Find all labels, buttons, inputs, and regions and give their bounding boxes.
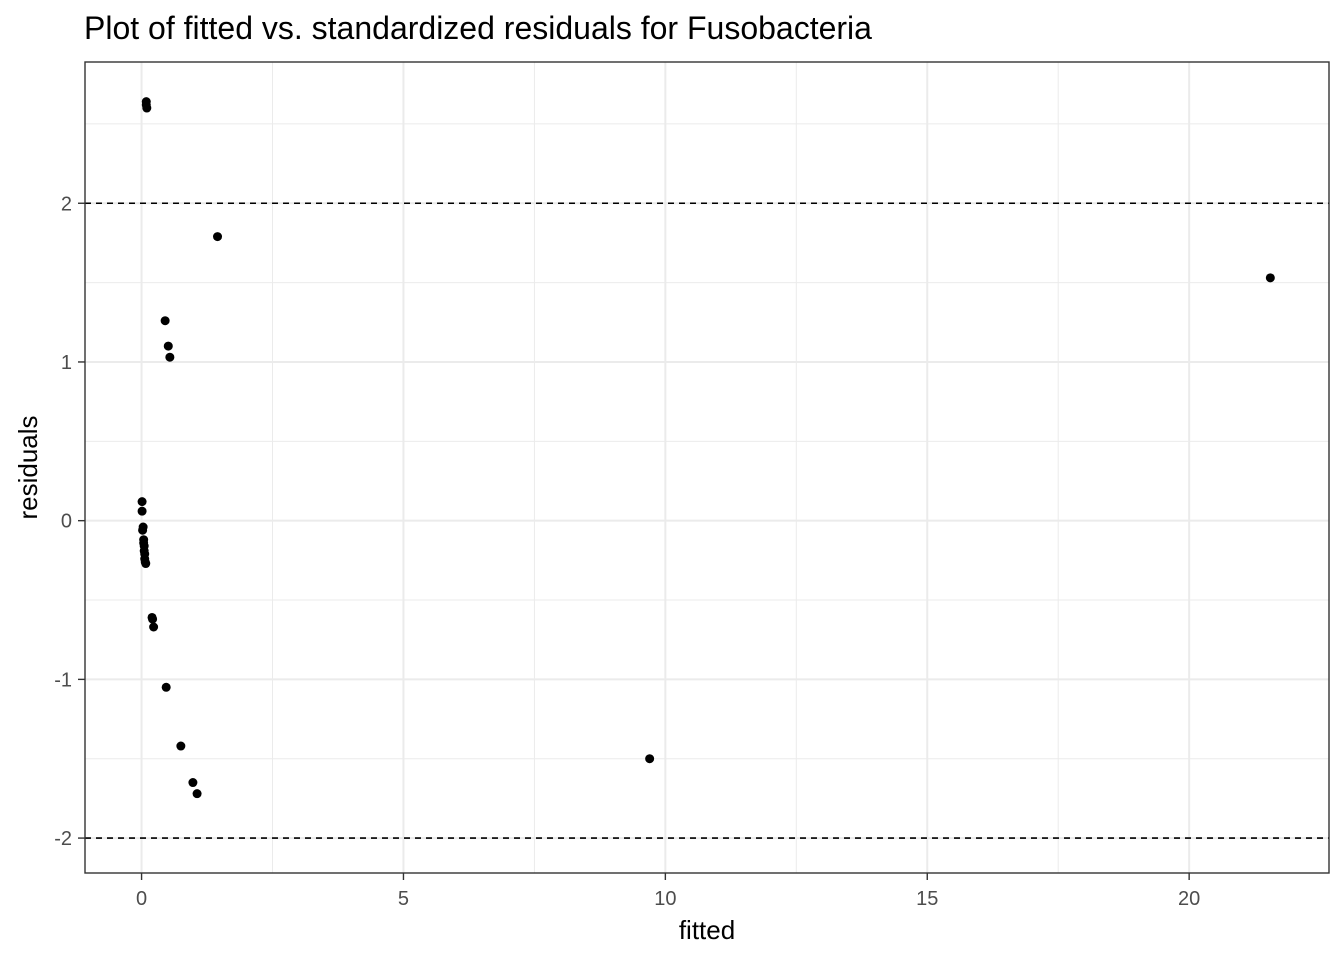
data-point bbox=[148, 614, 158, 624]
x-axis-title: fitted bbox=[679, 915, 735, 945]
grid-lines bbox=[85, 62, 1329, 873]
x-tick-label: 5 bbox=[398, 888, 409, 910]
data-point bbox=[142, 103, 152, 113]
chart-title: Plot of fitted vs. standardized residual… bbox=[84, 10, 872, 46]
y-tick-label: -1 bbox=[54, 669, 72, 691]
data-point bbox=[149, 622, 159, 632]
y-axis-ticks: -2 -1 0 1 2 bbox=[54, 193, 85, 850]
y-tick-label: -2 bbox=[54, 828, 72, 850]
data-point bbox=[141, 559, 151, 569]
x-tick-label: 0 bbox=[136, 888, 147, 910]
data-point bbox=[188, 778, 198, 788]
data-point bbox=[192, 789, 202, 799]
data-point bbox=[1265, 273, 1275, 283]
data-point bbox=[645, 754, 655, 764]
reference-lines bbox=[85, 202, 1329, 839]
data-point bbox=[165, 352, 175, 362]
data-point bbox=[138, 525, 148, 535]
data-point bbox=[161, 682, 171, 692]
x-tick-label: 20 bbox=[1178, 888, 1200, 910]
x-tick-label: 10 bbox=[654, 888, 676, 910]
y-tick-label: 1 bbox=[61, 352, 72, 374]
panel-border bbox=[84, 61, 1330, 874]
data-point bbox=[160, 316, 170, 326]
data-point bbox=[213, 232, 223, 242]
data-point bbox=[176, 741, 186, 751]
y-tick-label: 0 bbox=[61, 511, 72, 533]
data-point bbox=[137, 506, 147, 516]
x-tick-label: 15 bbox=[916, 888, 938, 910]
y-tick-label: 2 bbox=[61, 193, 72, 215]
data-points bbox=[137, 97, 1275, 799]
x-axis-ticks: 0 5 10 15 20 bbox=[136, 873, 1200, 910]
data-point bbox=[137, 497, 147, 507]
data-point bbox=[163, 341, 173, 351]
y-axis-title: residuals bbox=[13, 415, 43, 519]
